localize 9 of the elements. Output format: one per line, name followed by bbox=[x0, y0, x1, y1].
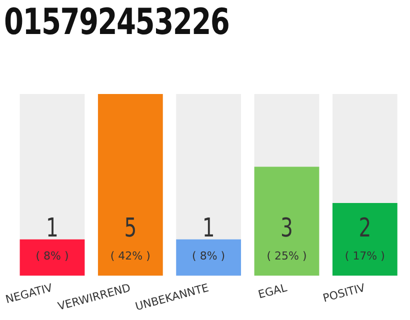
data-label: 3 ( 25% ) bbox=[266, 214, 307, 263]
data-label: 1 ( 8% ) bbox=[36, 214, 69, 263]
x-tick-label: EGAL bbox=[256, 281, 290, 302]
data-label: 2 ( 17% ) bbox=[344, 214, 385, 263]
data-label: 5 ( 42% ) bbox=[110, 214, 150, 263]
chart-title: 015792453226 bbox=[4, 2, 230, 43]
data-label: 1 ( 8% ) bbox=[192, 214, 226, 263]
bar bbox=[176, 239, 242, 276]
bar bbox=[20, 239, 85, 276]
